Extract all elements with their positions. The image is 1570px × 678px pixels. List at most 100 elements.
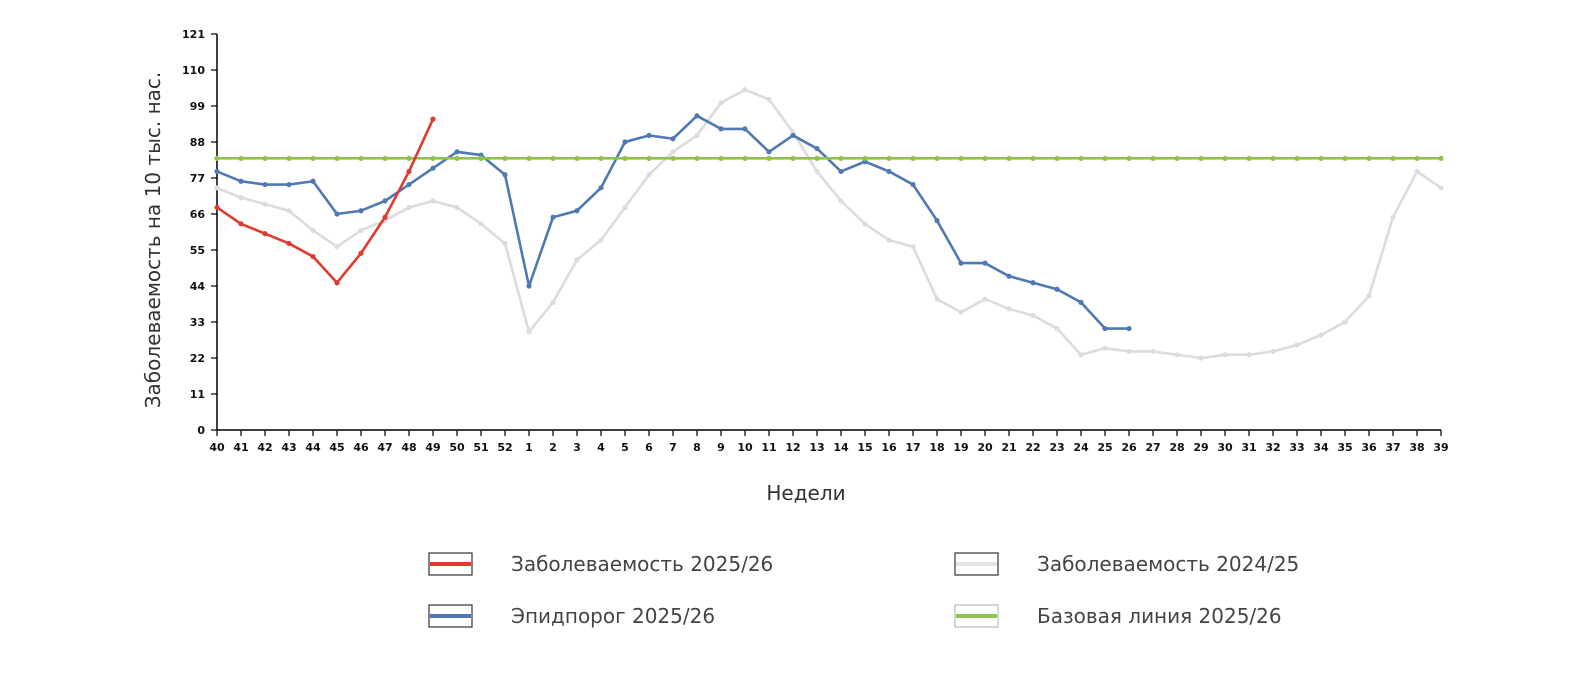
series-point — [1054, 325, 1060, 332]
x-tick-label: 16 — [881, 441, 897, 454]
series-point — [742, 155, 748, 161]
series-point — [406, 168, 412, 175]
series-point — [934, 155, 940, 161]
x-tick-label: 7 — [669, 441, 677, 454]
series-point — [814, 168, 820, 175]
series-point — [934, 296, 940, 302]
series-4 — [214, 116, 436, 286]
series-point — [310, 155, 316, 161]
series-point — [1294, 155, 1300, 161]
series-point — [454, 155, 460, 161]
series-point — [358, 227, 364, 233]
x-tick-label: 14 — [833, 441, 849, 454]
series-point — [286, 155, 292, 161]
x-tick-label: 41 — [233, 441, 248, 454]
x-tick-label: 4 — [597, 441, 605, 454]
x-tick-label: 38 — [1409, 441, 1424, 454]
series-point — [1126, 325, 1132, 332]
x-tick-label: 51 — [473, 441, 488, 454]
series-point — [1150, 348, 1156, 355]
series-point — [742, 87, 748, 93]
series-point — [1078, 155, 1084, 161]
series-point — [1030, 155, 1036, 161]
series-line — [215, 114, 1131, 330]
series-point — [1438, 155, 1444, 161]
y-tick-label: 110 — [182, 64, 205, 77]
y-tick-label: 0 — [197, 424, 205, 437]
x-tick-label: 1 — [525, 441, 533, 454]
series-point — [334, 244, 340, 250]
x-tick-label: 37 — [1385, 441, 1400, 454]
series-point — [1318, 332, 1324, 338]
y-tick-label: 33 — [190, 316, 205, 329]
x-tick-label: 50 — [449, 441, 465, 454]
series-point — [646, 172, 652, 178]
series-point — [838, 168, 844, 175]
x-tick-label: 26 — [1121, 441, 1137, 454]
series-point — [1078, 299, 1084, 305]
series-point — [502, 172, 508, 178]
series-point — [838, 198, 844, 204]
x-tick-label: 11 — [761, 441, 776, 454]
series-point — [1342, 155, 1348, 161]
series-point — [1126, 348, 1132, 355]
y-tick-label: 11 — [190, 388, 205, 401]
series-point — [886, 237, 892, 243]
x-tick-label: 47 — [377, 441, 392, 454]
series-point — [430, 116, 436, 122]
x-tick-label: 23 — [1049, 441, 1064, 454]
x-tick-label: 2 — [549, 441, 557, 454]
series-point — [310, 227, 316, 233]
y-axis-title: Заболеваемость на 10 тыс. нас. — [141, 72, 165, 409]
y-tick-label: 55 — [190, 244, 205, 257]
series-point — [238, 195, 244, 201]
series-point — [622, 155, 628, 161]
y-tick-label: 99 — [190, 100, 205, 113]
series-point — [1006, 273, 1012, 279]
series-point — [286, 208, 292, 214]
series-point — [1006, 306, 1012, 312]
legend-item: Эпидпорог 2025/26 — [428, 604, 715, 628]
x-tick-label: 22 — [1025, 441, 1040, 454]
series-point — [598, 237, 604, 243]
x-tick-label: 15 — [857, 441, 872, 454]
x-axis-title: Недели — [766, 481, 845, 505]
series-point — [910, 155, 916, 161]
series-point — [238, 155, 244, 161]
x-tick-label: 10 — [737, 441, 753, 454]
series-point — [1150, 155, 1156, 161]
series-point — [1366, 155, 1372, 161]
y-tick-label: 44 — [190, 280, 206, 293]
x-tick-label: 33 — [1289, 441, 1304, 454]
series-point — [526, 283, 532, 289]
series-point — [1414, 168, 1420, 175]
series-point — [1270, 348, 1276, 355]
legend-item: Заболеваемость 2024/25 — [954, 552, 1299, 576]
x-tick-label: 6 — [645, 441, 653, 454]
series-point — [526, 329, 532, 335]
x-tick-label: 35 — [1337, 441, 1352, 454]
x-tick-label: 49 — [425, 441, 440, 454]
y-tick-label: 77 — [190, 172, 205, 185]
series-point — [1174, 352, 1180, 358]
x-tick-label: 32 — [1265, 441, 1280, 454]
series-point — [958, 260, 964, 266]
series-point — [886, 168, 892, 175]
series-point — [574, 155, 580, 161]
series-point — [742, 126, 748, 132]
series-point — [310, 178, 316, 184]
series-point — [1270, 155, 1276, 161]
series-point — [1246, 155, 1252, 161]
series-point — [598, 185, 604, 191]
series-point — [646, 155, 652, 161]
y-tick-label: 22 — [190, 352, 205, 365]
series-point — [454, 149, 460, 155]
series-point — [214, 168, 220, 175]
series-point — [1294, 342, 1300, 348]
series-point — [622, 139, 628, 145]
x-tick-label: 43 — [281, 441, 296, 454]
chart-legend: Заболеваемость 2025/26 Заболеваемость 202… — [428, 552, 1299, 628]
x-tick-label: 19 — [953, 441, 968, 454]
series-point — [358, 250, 364, 256]
